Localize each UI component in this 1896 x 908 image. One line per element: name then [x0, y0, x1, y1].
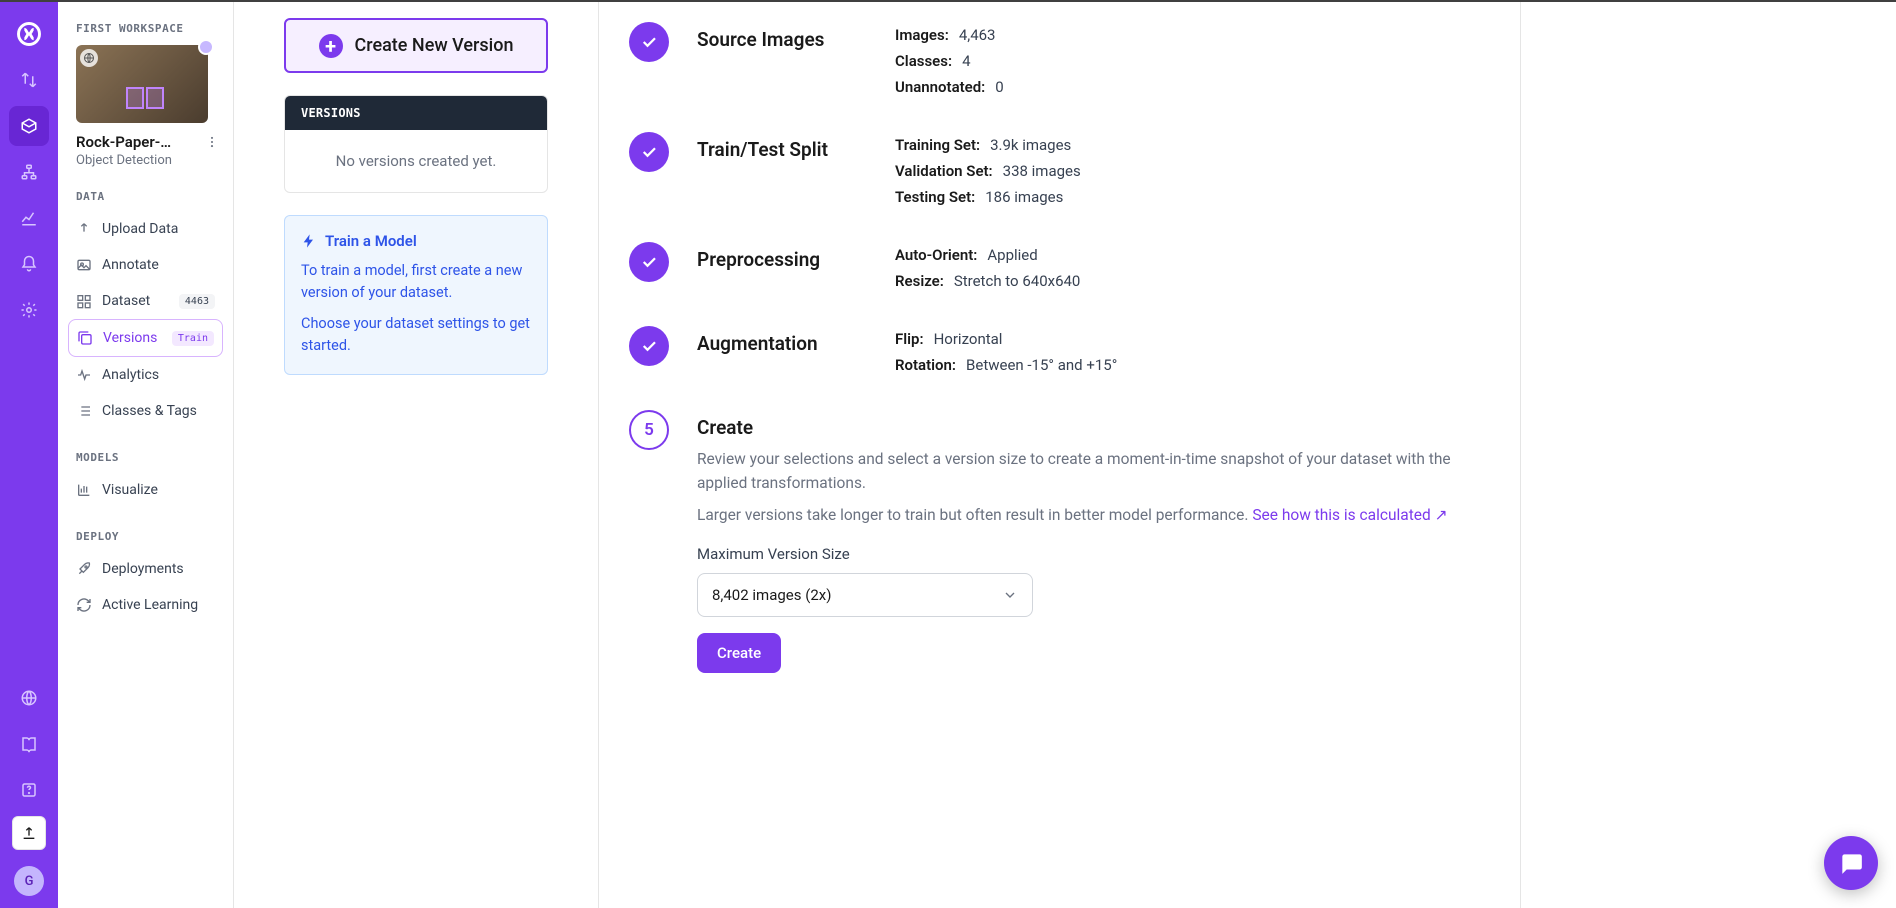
create-button[interactable]: Create	[697, 633, 781, 673]
nav-label: Active Learning	[102, 597, 198, 613]
nav-label: Dataset	[102, 293, 150, 309]
plus-icon: +	[319, 34, 343, 58]
versions-icon	[77, 330, 93, 346]
nav-label: Upload Data	[102, 221, 178, 237]
user-avatar[interactable]: G	[14, 866, 44, 896]
section-deploy-label: DEPLOY	[68, 508, 223, 551]
create-desc-2: Larger versions take longer to train but…	[697, 503, 1490, 527]
nav-deployments[interactable]: Deployments	[68, 551, 223, 587]
step-split: Train/Test Split Training Set:3.9k image…	[599, 124, 1520, 234]
versions-card: VERSIONS No versions created yet.	[284, 95, 548, 193]
section-data-label: DATA	[68, 168, 223, 211]
globe-icon	[80, 49, 98, 67]
prep-kv: Auto-Orient:Applied Resize:Stretch to 64…	[895, 244, 1490, 290]
list-icon	[76, 403, 92, 419]
train-card-line1: To train a model, first create a new ver…	[301, 260, 531, 305]
bolt-icon	[301, 233, 317, 249]
train-card-title: Train a Model	[301, 232, 531, 250]
refresh-icon	[76, 597, 92, 613]
sidebar: FIRST WORKSPACE Rock-Paper-… Object Dete…	[58, 2, 234, 908]
nav-annotate[interactable]: Annotate	[68, 247, 223, 283]
nav-label: Analytics	[102, 367, 159, 383]
nav-label: Deployments	[102, 561, 184, 577]
rail-item-transfer[interactable]	[9, 60, 49, 100]
rocket-icon	[76, 561, 92, 577]
step-number-badge: 5	[629, 410, 669, 450]
step-title: Create	[697, 412, 1490, 439]
nav-active-learning[interactable]: Active Learning	[68, 587, 223, 623]
step-create: 5 Create Review your selections and sele…	[599, 402, 1520, 701]
check-icon	[629, 242, 669, 282]
step-augmentation: Augmentation Flip:Horizontal Rotation:Be…	[599, 318, 1520, 402]
rail-item-workflows[interactable]	[9, 152, 49, 192]
source-kv: Images:4,463 Classes:4 Unannotated:0	[895, 24, 1490, 96]
chat-icon	[1838, 850, 1864, 876]
nav-label: Annotate	[102, 257, 159, 273]
step-preprocessing: Preprocessing Auto-Orient:Applied Resize…	[599, 234, 1520, 318]
nav-label: Versions	[103, 330, 157, 346]
check-icon	[629, 326, 669, 366]
step-source-images: Source Images Images:4,463 Classes:4 Una…	[599, 14, 1520, 124]
rail-item-projects[interactable]	[9, 106, 49, 146]
nav-analytics[interactable]: Analytics	[68, 357, 223, 393]
create-version-label: Create New Version	[355, 35, 514, 56]
check-icon	[629, 132, 669, 172]
create-desc-1: Review your selections and select a vers…	[697, 447, 1490, 495]
rail-item-explore[interactable]	[9, 678, 49, 718]
upload-icon	[76, 221, 92, 237]
rail-item-notifications[interactable]	[9, 244, 49, 284]
versions-empty-text: No versions created yet.	[285, 130, 547, 192]
aug-kv: Flip:Horizontal Rotation:Between -15° an…	[895, 328, 1490, 374]
heart-icon	[76, 367, 92, 383]
rail-item-analytics[interactable]	[9, 198, 49, 238]
dataset-count-badge: 4463	[179, 294, 215, 309]
rail-item-settings[interactable]	[9, 290, 49, 330]
versions-header: VERSIONS	[285, 96, 547, 130]
chat-fab[interactable]	[1824, 836, 1878, 890]
select-value: 8,402 images (2x)	[712, 586, 831, 604]
chart-icon	[76, 482, 92, 498]
section-models-label: MODELS	[68, 429, 223, 472]
calc-link[interactable]: See how this is calculated ↗	[1252, 506, 1447, 524]
main-content: Source Images Images:4,463 Classes:4 Una…	[599, 2, 1521, 908]
train-card-line2: Choose your dataset settings to get star…	[301, 313, 531, 358]
max-version-label: Maximum Version Size	[697, 545, 1490, 563]
nav-label: Visualize	[102, 482, 158, 498]
chevron-down-icon	[1002, 587, 1018, 603]
annotate-icon	[76, 257, 92, 273]
create-version-button[interactable]: + Create New Version	[284, 18, 548, 73]
project-title: Rock-Paper-…	[76, 133, 171, 151]
train-badge: Train	[172, 331, 214, 346]
split-kv: Training Set:3.9k images Validation Set:…	[895, 134, 1490, 206]
nav-visualize[interactable]: Visualize	[68, 472, 223, 508]
nav-label: Classes & Tags	[102, 403, 197, 419]
version-size-select[interactable]: 8,402 images (2x)	[697, 573, 1033, 617]
nav-classes[interactable]: Classes & Tags	[68, 393, 223, 429]
nav-upload-data[interactable]: Upload Data	[68, 211, 223, 247]
project-menu-button[interactable]	[203, 133, 221, 151]
step-title: Preprocessing	[697, 244, 867, 271]
project-thumbnail[interactable]	[76, 45, 208, 123]
nav-dataset[interactable]: Dataset 4463	[68, 283, 223, 319]
rail-item-docs[interactable]	[9, 724, 49, 764]
nav-rail: G	[0, 2, 58, 908]
train-info-card: Train a Model To train a model, first cr…	[284, 215, 548, 375]
step-title: Train/Test Split	[697, 134, 867, 161]
step-title: Augmentation	[697, 328, 867, 355]
step-title: Source Images	[697, 24, 867, 51]
nav-versions[interactable]: Versions Train	[68, 319, 223, 357]
rail-item-help[interactable]	[9, 770, 49, 810]
project-subtitle: Object Detection	[68, 151, 223, 168]
versions-column: + Create New Version VERSIONS No version…	[234, 2, 599, 908]
check-icon	[629, 22, 669, 62]
rail-upload-button[interactable]	[12, 816, 46, 850]
dataset-icon	[76, 293, 92, 309]
logo-icon[interactable]	[9, 14, 49, 54]
